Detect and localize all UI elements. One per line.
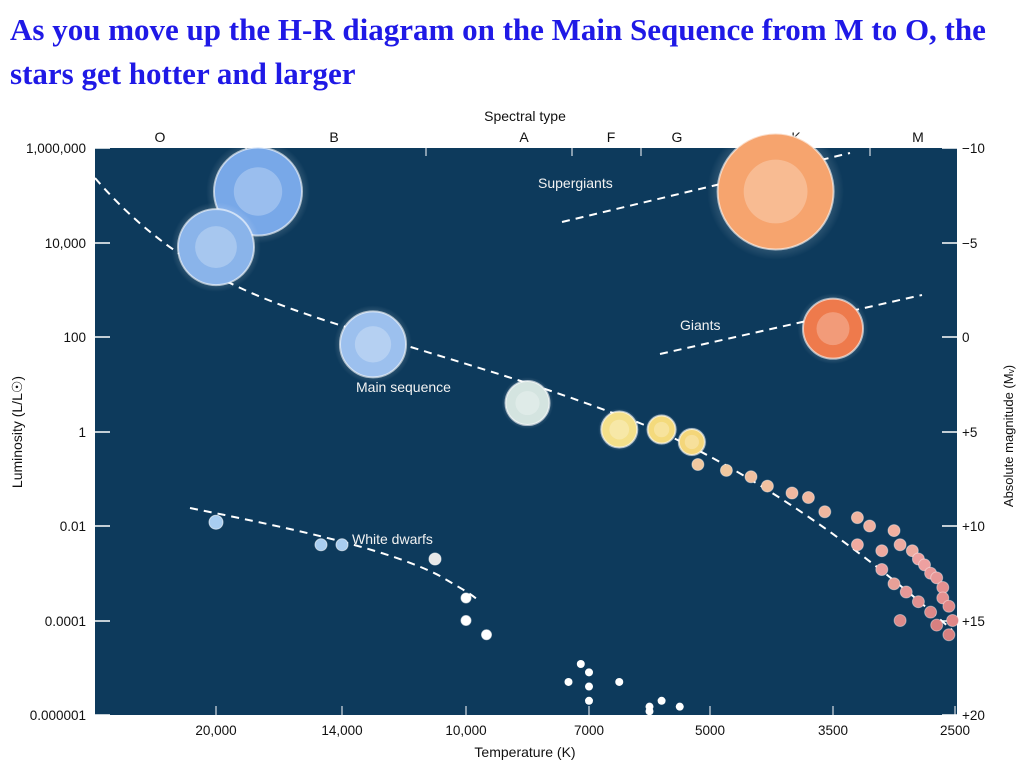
- star-main-sequence: [171, 202, 261, 292]
- main-sequence-dot: [893, 614, 907, 627]
- main-sequence-dot: [936, 591, 950, 605]
- x-tick-label: 14,000: [321, 723, 362, 738]
- star-white-dwarfs: [335, 538, 349, 552]
- main-sequence-dot: [875, 544, 889, 558]
- main-sequence-dot: [893, 538, 907, 552]
- faint-star-dot: [585, 668, 593, 677]
- star-supergiants: [707, 123, 845, 260]
- star-main-sequence: [598, 408, 641, 451]
- main-sequence-dot: [905, 544, 919, 558]
- spectral-type-a: A: [519, 129, 529, 145]
- spectral-type-b: B: [329, 129, 338, 145]
- star-white-dwarfs: [208, 514, 224, 530]
- spectral-type-f: F: [607, 129, 616, 145]
- supergiants-line: [561, 152, 851, 223]
- main-sequence-dot: [930, 618, 944, 632]
- main-sequence-dot: [863, 519, 877, 533]
- star-main-sequence: [334, 305, 412, 384]
- main-sequence-dot: [691, 458, 705, 472]
- main-sequence-dot: [924, 605, 938, 619]
- y-tick-label: 0.01: [60, 519, 86, 534]
- faint-star-dot: [657, 696, 666, 705]
- x-axis-title: Temperature (K): [474, 744, 575, 760]
- label-giants: Giants: [680, 317, 720, 333]
- star-main-sequence: [676, 426, 708, 458]
- faint-star-dot: [576, 660, 585, 669]
- main-sequence-dot: [818, 505, 832, 519]
- faint-star-dot: [615, 677, 624, 686]
- slide-title: As you move up the H-R diagram on the Ma…: [10, 12, 986, 91]
- main-sequence-dot: [719, 463, 733, 477]
- main-sequence-dot: [744, 470, 758, 484]
- main-sequence-dot: [850, 538, 864, 552]
- star-giants: [797, 293, 869, 365]
- star-white-dwarfs: [481, 629, 492, 641]
- y2-tick-label: −10: [962, 141, 985, 156]
- x-tick-label: 7000: [574, 723, 604, 738]
- x-tick-label: 5000: [695, 723, 725, 738]
- y-axis-title: Luminosity (L/L☉): [9, 376, 25, 488]
- spectral-type-g: G: [672, 129, 683, 145]
- faint-star-dot: [645, 707, 654, 716]
- star-main-sequence: [501, 377, 554, 430]
- label-main-sequence: Main sequence: [356, 379, 451, 395]
- main-sequence-dot: [801, 491, 815, 505]
- star-white-dwarfs: [460, 615, 472, 626]
- main-sequence-dot: [942, 628, 956, 642]
- faint-star-dot: [585, 696, 593, 705]
- main-sequence-dot: [887, 577, 901, 591]
- main-sequence-dot: [930, 571, 944, 585]
- star-white-dwarfs: [314, 538, 328, 552]
- faint-star-dot: [675, 702, 684, 711]
- star-white-dwarfs: [460, 592, 472, 604]
- y2-tick-label: −5: [962, 236, 977, 251]
- giants-line: [659, 294, 923, 355]
- top-axis-title: Spectral type: [484, 108, 566, 124]
- label-white-dwarfs: White dwarfs: [352, 531, 433, 547]
- y2-tick-label: +10: [962, 519, 985, 534]
- main-sequence-dot: [760, 479, 774, 493]
- main-sequence-dot: [785, 486, 799, 500]
- y-tick-label: 10,000: [45, 236, 86, 251]
- star-white-dwarfs: [428, 552, 442, 566]
- y2-tick-label: +5: [962, 425, 977, 440]
- x-tick-label: 20,000: [195, 723, 236, 738]
- main-sequence-dot: [899, 585, 913, 599]
- y-tick-label: 1: [78, 425, 86, 440]
- spectral-type-o: O: [155, 129, 166, 145]
- y-tick-label: 0.0001: [45, 614, 86, 629]
- white-dwarfs-line: [189, 507, 481, 603]
- main-sequence-dot: [887, 524, 901, 538]
- x-tick-label: 2500: [940, 723, 970, 738]
- x-tick-label: 3500: [818, 723, 848, 738]
- main-sequence-dot: [918, 558, 931, 572]
- main-sequence-dot: [946, 614, 960, 627]
- label-supergiants: Supergiants: [538, 175, 613, 191]
- y-tick-label: 1,000,000: [26, 141, 86, 156]
- y-tick-label: 0.000001: [30, 708, 86, 723]
- main-sequence-dot: [875, 563, 889, 577]
- star-main-sequence: [645, 413, 679, 447]
- faint-star-dot: [585, 682, 593, 691]
- x-tick-label: 10,000: [445, 723, 486, 738]
- main-sequence-dot: [911, 595, 925, 609]
- y2-tick-label: 0: [962, 330, 970, 345]
- y2-tick-label: +15: [962, 614, 985, 629]
- faint-star-dot: [564, 677, 573, 686]
- y-tick-label: 100: [63, 330, 86, 345]
- y2-axis-title: Absolute magnitude (Mᵥ): [1001, 365, 1016, 507]
- main-sequence-line: [94, 177, 953, 631]
- spectral-type-m: M: [912, 129, 924, 145]
- y2-tick-label: +20: [962, 708, 985, 723]
- main-sequence-dot: [850, 511, 864, 525]
- main-sequence-dot: [942, 599, 956, 613]
